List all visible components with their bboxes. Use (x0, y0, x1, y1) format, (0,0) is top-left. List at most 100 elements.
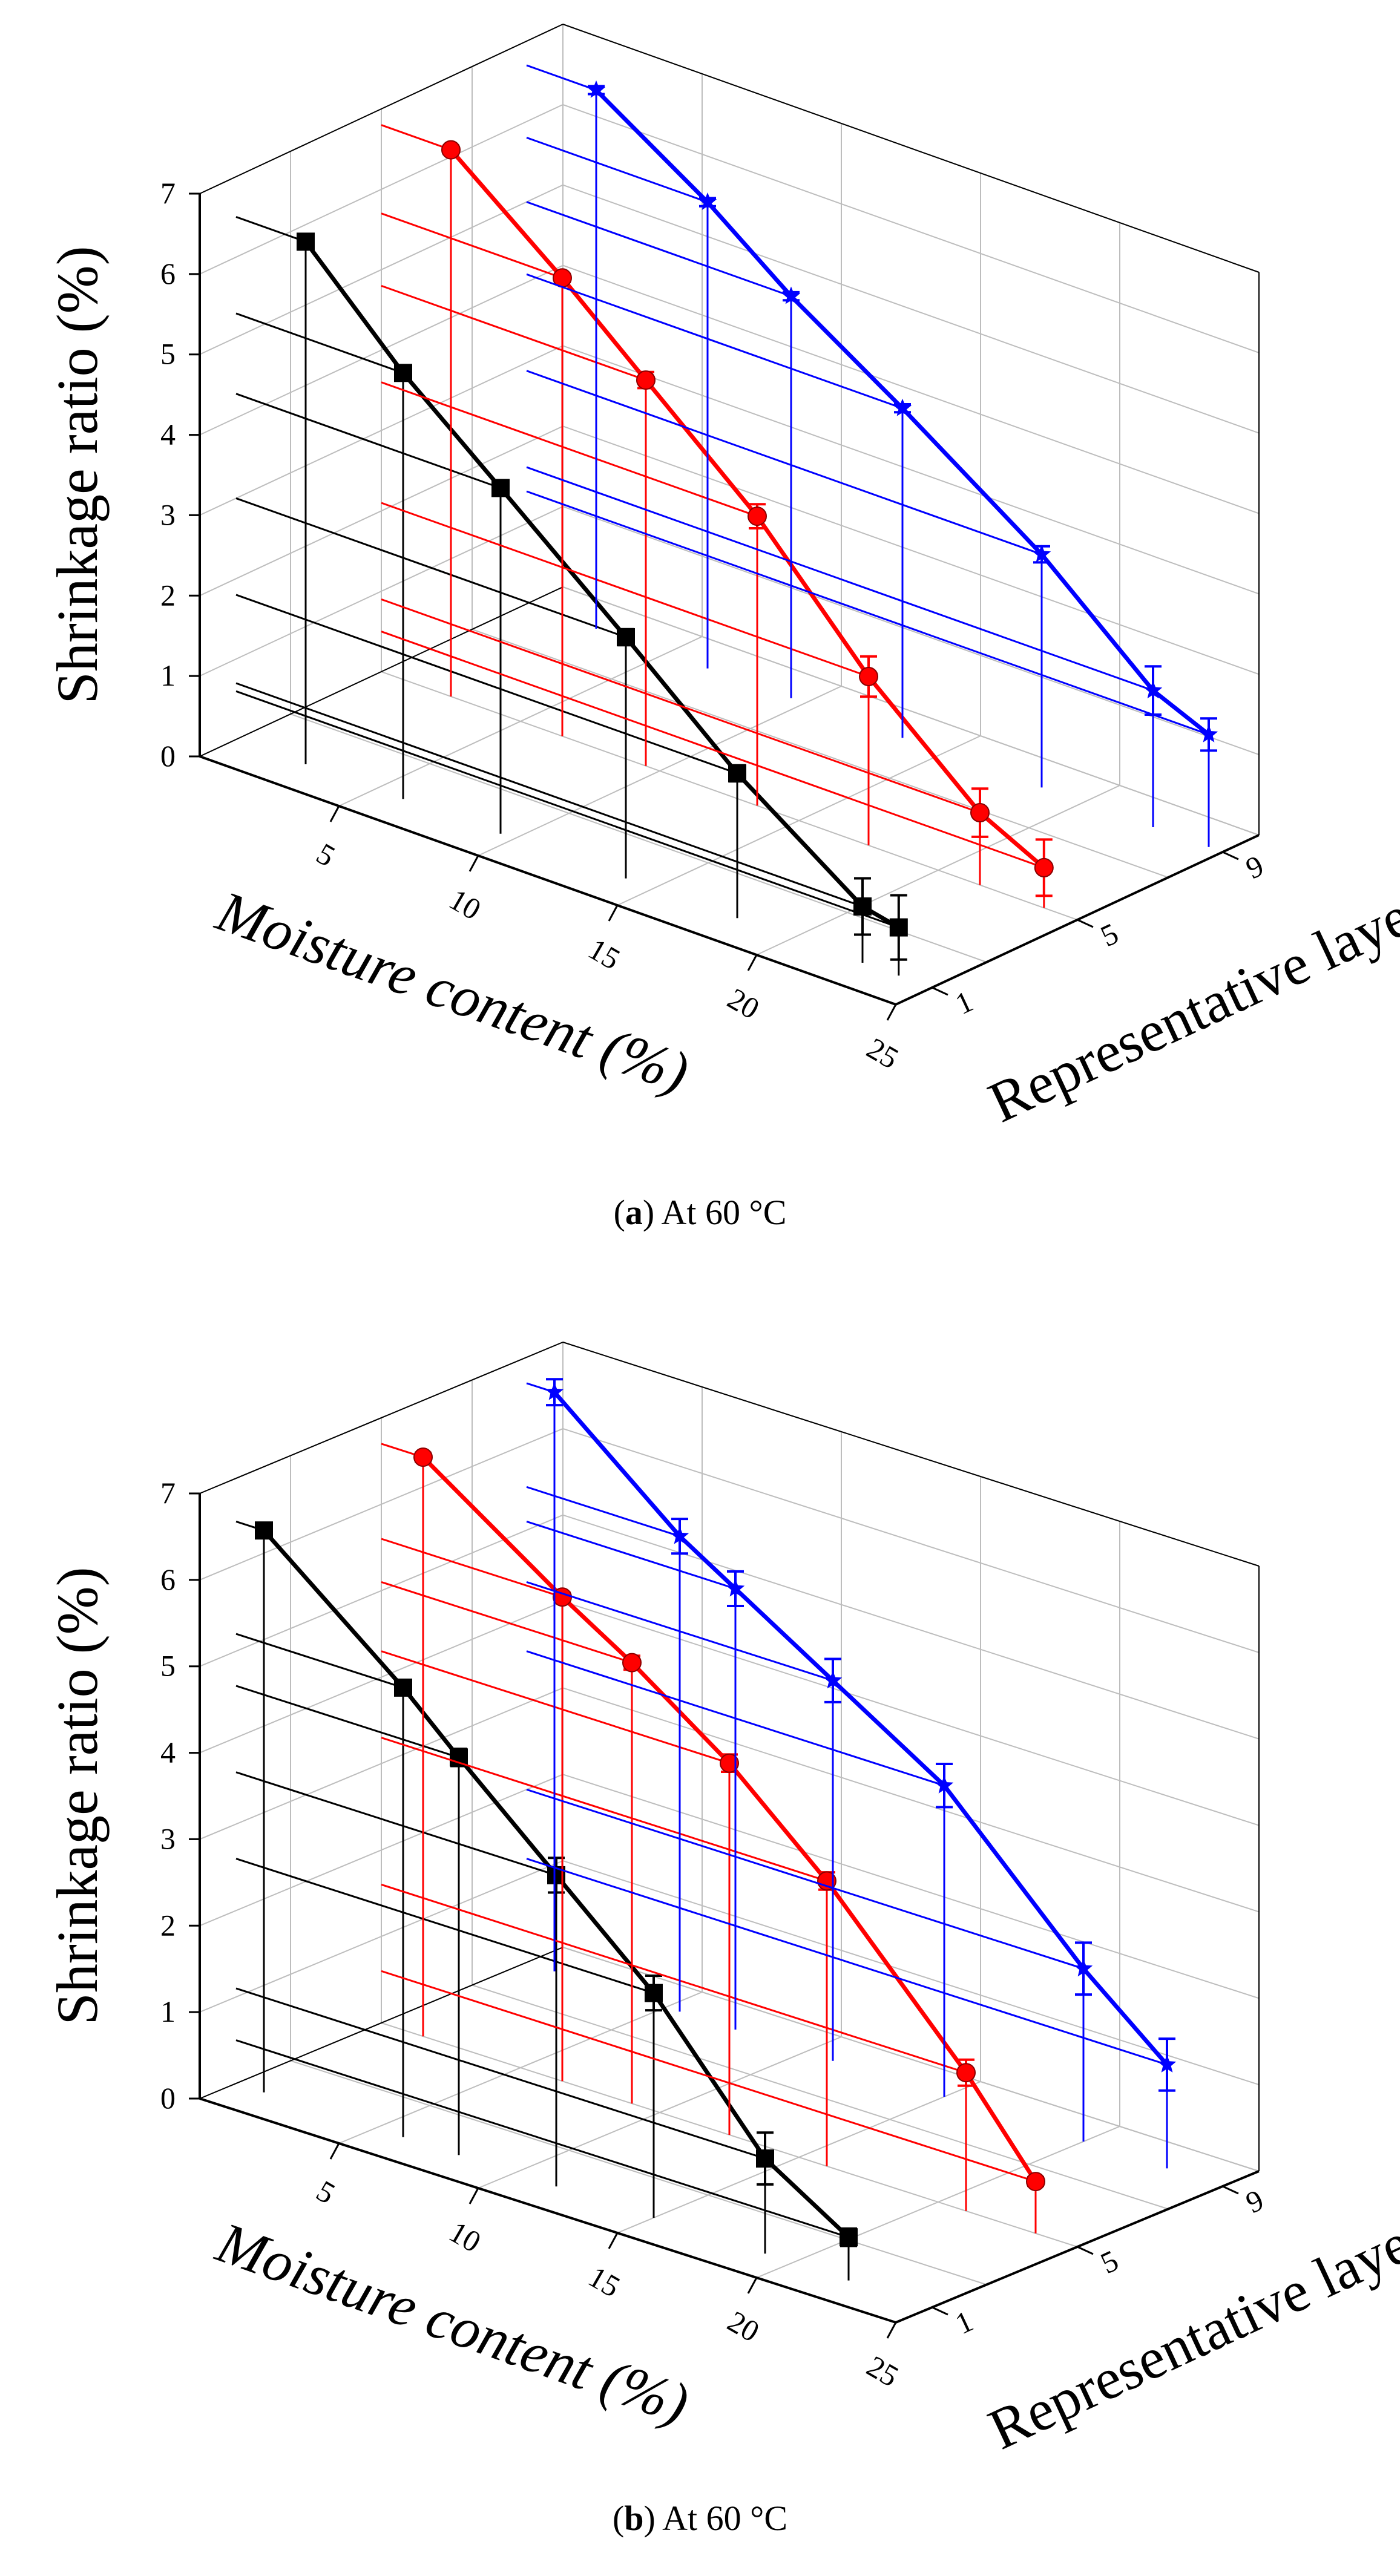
layer-1-projection-line (235, 1633, 404, 1689)
x-tick (468, 2188, 479, 2204)
z-tick-label: 6 (160, 1562, 176, 1596)
grid-line (562, 425, 1260, 675)
layer-5-projection-line (381, 631, 1045, 869)
layer-5-point (859, 667, 878, 686)
layer-9-point (1199, 724, 1218, 742)
y-tick-label: 9 (1241, 2183, 1269, 2220)
layer-5-projection-line (381, 1538, 563, 1598)
layer-9-point (1143, 681, 1163, 699)
layer-5-point (970, 803, 990, 822)
z-tick-label: 5 (160, 1649, 176, 1683)
frame-edge (199, 1947, 564, 2099)
layer-9-point (1157, 2055, 1177, 2073)
layer-9-projection-line (526, 273, 903, 410)
layer-5-point (1034, 857, 1054, 877)
layer-9-projection-line (526, 1520, 736, 1590)
layer-1-projection-line (235, 312, 404, 374)
z-tick-label: 1 (160, 1994, 176, 2028)
grid-line (290, 713, 987, 963)
grid-line (562, 1774, 1260, 1999)
layer-1-projection-line (235, 1987, 766, 2160)
layer-5-projection-line (381, 1581, 633, 1664)
y-tick (1077, 2246, 1094, 2255)
x-tick (468, 855, 479, 872)
grid-line (562, 1687, 1260, 1913)
grid-line (562, 264, 1260, 514)
layer-9-projection-line (526, 1858, 1168, 2066)
y-tick-label: 1 (950, 984, 978, 1021)
y-tick-label: 9 (1241, 848, 1269, 885)
grid-line (562, 1601, 1260, 1826)
y-tick (1222, 2185, 1239, 2195)
layer-1-point (840, 2228, 858, 2247)
layer-5-projection-line (381, 1970, 1036, 2183)
layer-1-projection-line (235, 690, 899, 929)
x-tick-label: 15 (583, 932, 626, 976)
x-tick-label: 20 (722, 982, 765, 1026)
layer-9-projection-line (526, 201, 792, 297)
grid-line (381, 671, 1078, 920)
x-tick (747, 2277, 758, 2294)
layer-9-projection-line (526, 1581, 833, 1682)
layer-1-projection-line (235, 1685, 459, 1758)
layer-9-point (587, 80, 606, 98)
y-tick-label: 5 (1096, 2243, 1123, 2280)
layer-5-projection-line (381, 1883, 967, 2074)
z-tick-label: 6 (160, 257, 176, 290)
x-tick-label: 10 (444, 882, 487, 926)
x-tick (886, 2322, 897, 2339)
layer-9-point (698, 192, 717, 210)
layer-9-point (935, 1775, 954, 1794)
z-tick-label: 3 (160, 1821, 176, 1855)
layer-1-point (255, 1521, 273, 1540)
layer-1-projection-line (235, 1771, 557, 1876)
z-tick-label: 3 (160, 497, 176, 531)
grid-line (290, 2060, 987, 2286)
layer-1-projection-line (235, 393, 501, 489)
layer-9-projection-line (526, 1486, 680, 1538)
z-axis-title: Shrinkage ratio (%) (45, 246, 110, 704)
caption-text-a: At 60 °C (661, 1193, 787, 1232)
layer-1-projection-line (235, 594, 738, 775)
layer-1-point (889, 918, 908, 937)
z-tick-label: 2 (160, 1908, 176, 1942)
layer-5-projection-line (381, 284, 646, 381)
x-tick-label: 15 (583, 2260, 626, 2304)
z-tick-label: 7 (160, 1476, 176, 1510)
x-tick-label: 5 (311, 836, 341, 873)
layer-9-projection-line (526, 370, 1042, 556)
x-axis (199, 755, 896, 1006)
layer-9-point (1074, 1959, 1093, 1977)
x-tick (886, 1004, 897, 1021)
layer-1-point (491, 479, 510, 497)
panel-letter-b: b (624, 2499, 644, 2538)
layer-5-point (720, 1753, 739, 1773)
layer-9-projection-line (526, 64, 597, 91)
panel-b: 0 1 2 3 4 5 6 7 5 10 15 20 25 1 5 9 Shrinkage ratio (%) M… (0, 1288, 1400, 2576)
z-tick-label: 0 (160, 739, 176, 773)
frame-edge (562, 24, 1260, 273)
layer-9-point (823, 1671, 843, 1689)
layer-1-projection-line (235, 1858, 654, 1994)
layer-9-line (553, 1391, 1169, 2066)
layer-1-point (645, 1984, 663, 2002)
x-tick (329, 805, 340, 822)
layer-5-point (622, 1653, 642, 1673)
y-axis-title: Representative layer (979, 2202, 1400, 2462)
x-axis (199, 2097, 896, 2324)
layer-9-projection-line (526, 1650, 945, 1787)
z-axis-title: Shrinkage ratio (%) (45, 1567, 110, 2025)
layer-5-point (1026, 2172, 1045, 2192)
layer-9-projection-line (526, 1788, 1084, 1970)
caption-a: (a) At 60 °C (613, 1193, 787, 1232)
layer-5-projection-line (381, 502, 869, 678)
layer-9-point (726, 1579, 745, 1597)
grid-line (562, 1947, 1260, 2172)
layer-9-projection-line (526, 466, 1154, 692)
layer-5-projection-line (381, 598, 981, 814)
caption-text-b: At 60 °C (662, 2499, 788, 2538)
layer-5-projection-line (381, 212, 563, 279)
grid-line (562, 103, 1260, 353)
